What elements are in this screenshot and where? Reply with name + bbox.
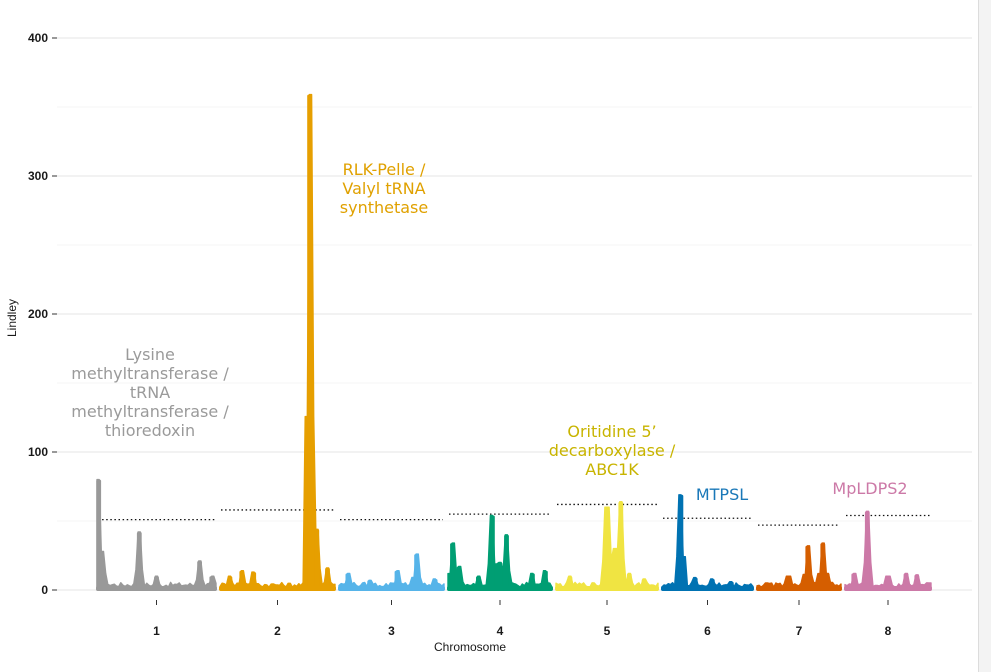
chromosome-4-peak [504, 534, 509, 590]
chromosome-1-peak [101, 573, 106, 590]
window-edge [978, 0, 991, 672]
y-axis: 0 100 200 300 400 [28, 31, 57, 597]
x-tick-label-6: 6 [704, 624, 711, 638]
x-tick-label-8: 8 [885, 624, 892, 638]
y-tick-label: 300 [28, 169, 48, 183]
chromosome-4-peak [456, 566, 462, 590]
chromosome-1-baseline [96, 586, 217, 591]
chromosome-3-peak [414, 554, 419, 590]
chromosome-4-peak [490, 515, 495, 590]
x-tick-label-3: 3 [388, 624, 395, 638]
signal-bars [96, 93, 932, 591]
chromosome-4-peak [497, 562, 503, 590]
chromosome-4-peak [543, 570, 548, 590]
chromosome-2-peak [325, 567, 330, 590]
chromosome-6-baseline [661, 586, 754, 591]
threshold-lines [98, 503, 930, 526]
annotation-chr2: RLK-Pelle / Valyl tRNA synthetase [340, 160, 428, 217]
chromosome-7-peak [824, 573, 830, 590]
x-tick-label-1: 1 [153, 624, 160, 638]
chromosome-1-peak [136, 532, 142, 590]
annotation-chr1: Lysine methyltransferase / tRNA methyltrans… [71, 345, 229, 440]
annotation-chr8: MpLDPS2 [832, 479, 907, 498]
chromosome-3-peak [345, 573, 351, 590]
chromosome-8-baseline [844, 586, 932, 591]
annotation-chr6: MTPSL [696, 485, 748, 504]
y-tick-label: 0 [41, 583, 48, 597]
chromosome-6-peak [678, 494, 684, 590]
chromosome-5-peak [604, 507, 610, 590]
chromosome-2-peak [307, 94, 312, 590]
chromosome-8-peak [864, 511, 870, 590]
chromosome-4-peak [450, 543, 455, 590]
chromosome-7-peak [820, 543, 826, 590]
x-tick-label-2: 2 [274, 624, 281, 638]
chromosome-1-peak [96, 479, 102, 590]
y-axis-title: Lindley [5, 299, 19, 337]
chromosome-2-peak [251, 572, 257, 590]
x-tick-label-4: 4 [497, 624, 504, 638]
annotation-chr5: Oritidine 5’ decarboxylase / ABC1K [549, 422, 676, 479]
y-tick-label: 200 [28, 307, 48, 321]
chromosome-2-baseline [219, 586, 336, 591]
chromosome-5-peak [613, 548, 618, 590]
chromosome-3-peak [394, 570, 400, 590]
chromosome-7-baseline [756, 586, 842, 591]
chromosome-2-peak [314, 529, 320, 590]
x-axis-title: Chromosome [434, 640, 506, 654]
x-tick-label-5: 5 [604, 624, 611, 638]
chromosome-1-peak [197, 561, 202, 590]
chromosome-8-peak [903, 573, 909, 590]
y-tick-label: 400 [28, 31, 48, 45]
chromosome-7-signal [756, 542, 842, 591]
gene-annotations: Lysine methyltransferase / tRNA methyltrans… [71, 160, 907, 504]
chromosome-2-peak [239, 570, 245, 590]
chromosome-5-peak [618, 501, 624, 590]
x-tick-label-7: 7 [796, 624, 803, 638]
chromosome-7-peak [805, 545, 811, 590]
chromosome-8-peak [851, 573, 857, 590]
chromosome-5-peak [626, 573, 632, 590]
chromosome-5-baseline [555, 586, 659, 591]
y-tick-label: 100 [28, 445, 48, 459]
x-axis: 1 2 3 4 5 6 7 8 [153, 600, 892, 638]
chromosome-4-peak [530, 573, 535, 590]
chromosome-4-baseline [447, 586, 553, 591]
chromosome-3-baseline [338, 586, 445, 591]
